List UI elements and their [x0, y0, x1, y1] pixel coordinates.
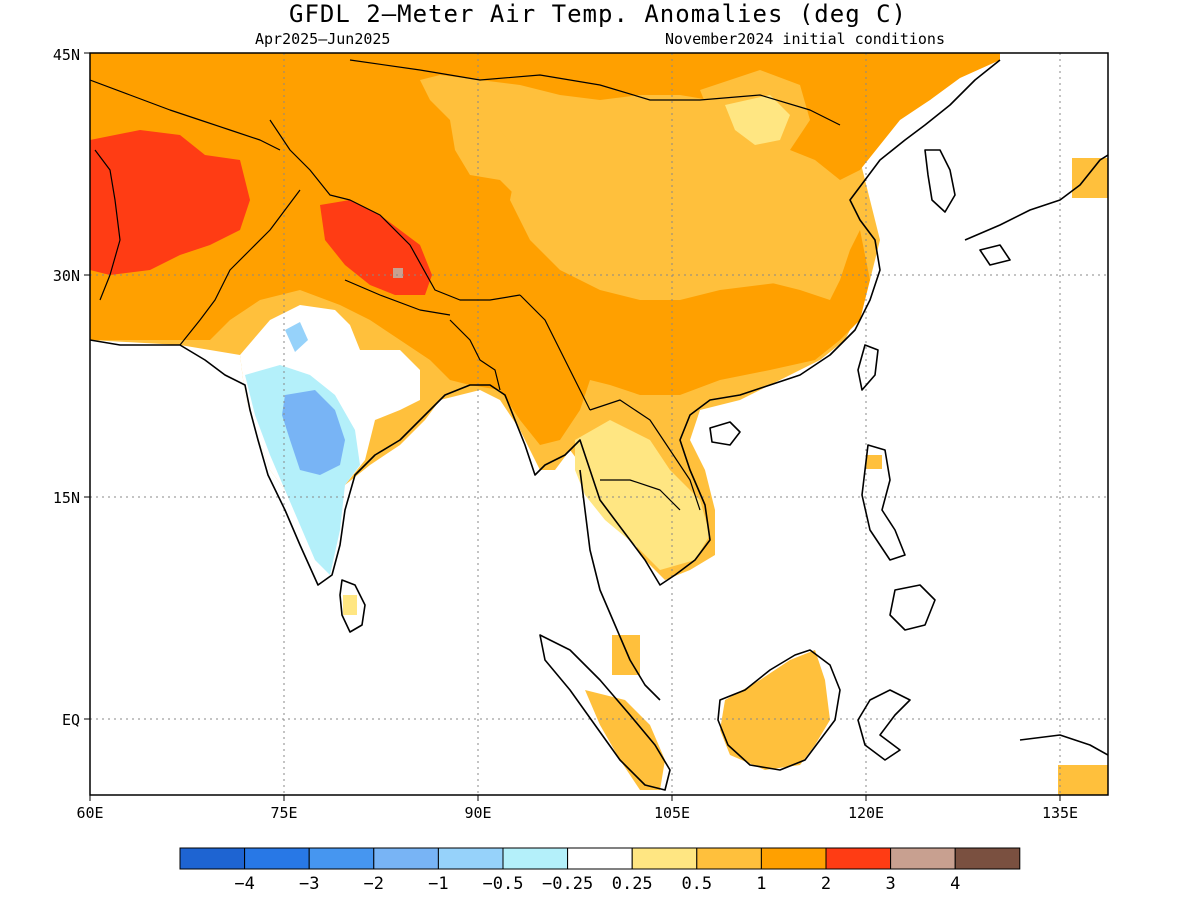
- border-iran-afghanistan: [94, 149, 121, 301]
- coastline-mindanao: [889, 584, 936, 631]
- border-china-west: [269, 119, 521, 301]
- coastline-sri-lanka: [339, 579, 366, 633]
- border-nepal: [344, 279, 451, 316]
- anomaly-patch-china-light: [510, 135, 820, 300]
- coastline-luzon: [861, 444, 906, 561]
- border-bangladesh: [449, 319, 501, 391]
- figure-subtitle-period: Apr2025—Jun2025: [255, 30, 390, 48]
- anomaly-cell-japan-warm: [1072, 158, 1108, 198]
- lon-label-90e: 90E: [464, 804, 491, 822]
- colorbar-swatch: [244, 847, 310, 870]
- map-frame: [89, 52, 1109, 796]
- border-india-pakistan: [179, 189, 301, 346]
- colorbar-swatch: [760, 847, 827, 870]
- lat-label-eq: EQ: [62, 711, 80, 729]
- colorbar-label: 3: [885, 874, 895, 894]
- colorbar-label: −0.5: [483, 874, 524, 894]
- colorbar-label: −3: [299, 874, 319, 894]
- colorbar-label: −0.25: [542, 874, 593, 894]
- coastline-korea: [924, 149, 956, 213]
- colorbar-swatch: [308, 847, 375, 870]
- colorbar-label: 0.25: [612, 874, 653, 894]
- figure-subtitle-init: November2024 initial conditions: [665, 30, 945, 48]
- anomaly-patch-india-cool-north: [285, 322, 308, 352]
- map-plot-area: [90, 53, 1108, 795]
- colorbar-label: 1: [756, 874, 766, 894]
- colorbar-swatch: [437, 847, 504, 870]
- anomaly-cell-sri-lanka: [343, 595, 357, 615]
- lon-label-105e: 105E: [654, 804, 690, 822]
- figure-title: GFDL 2—Meter Air Temp. Anomalies (deg C): [289, 0, 907, 28]
- gridlines: [90, 53, 1108, 795]
- coastline-south-asia: [90, 59, 1001, 586]
- axis-ticks: [84, 52, 1061, 801]
- colorbar-swatch: [373, 847, 439, 870]
- lon-label-120e: 120E: [848, 804, 884, 822]
- border-laos-vietnam: [589, 399, 701, 511]
- border-myanmar-china: [519, 294, 591, 411]
- colorbar-swatch: [890, 847, 956, 870]
- lon-label-75e: 75E: [270, 804, 297, 822]
- coastline-taiwan: [857, 344, 879, 391]
- border-china-mongolia: [349, 59, 841, 126]
- political-borders: [90, 59, 841, 511]
- anomaly-region-sumatra-warm: [585, 690, 665, 790]
- colorbar: −4 −3 −2 −1 −0.5 −0.25 0.25 0.5 1 2 3 4: [179, 847, 1021, 894]
- colorbar-swatch: [954, 847, 1021, 870]
- border-thailand-cambodia: [600, 479, 681, 511]
- anomaly-region-iran-very-warm: [90, 130, 250, 275]
- coastline-hainan: [709, 421, 741, 446]
- coastline-borneo: [717, 649, 841, 771]
- anomaly-cell-philippines-warm: [866, 455, 882, 469]
- anomaly-cell-himalaya-gray: [393, 268, 403, 278]
- colorbar-swatch: [567, 847, 633, 870]
- colorbar-label: −2: [364, 874, 384, 894]
- coastline-japan: [964, 154, 1108, 266]
- anomaly-cell-java-warm: [1058, 765, 1108, 795]
- lat-label-45n: 45N: [53, 46, 80, 64]
- anomaly-region-india-cool: [282, 390, 345, 475]
- colorbar-label: −4: [234, 874, 254, 894]
- coastline-new-guinea: [1019, 734, 1108, 756]
- colorbar-label: −1: [428, 874, 448, 894]
- lat-label-30n: 30N: [53, 267, 80, 285]
- colorbar-label: 0.5: [681, 874, 712, 894]
- coastline-sumatra: [539, 634, 671, 791]
- colorbar-swatch: [631, 847, 698, 870]
- anomaly-region-indochina-light: [575, 420, 710, 570]
- anomaly-patch-tibet-light: [460, 130, 520, 175]
- coastline-sulawesi: [857, 689, 911, 761]
- colorbar-swatch: [502, 847, 569, 870]
- lat-label-15n: 15N: [53, 489, 80, 507]
- border-central-asia: [90, 79, 281, 151]
- colorbar-swatch: [696, 847, 762, 870]
- coastlines: [90, 59, 1108, 791]
- anomaly-region-himalaya-very-warm: [320, 200, 432, 295]
- colorbar-label: 4: [950, 874, 960, 894]
- anomaly-patch-mongolia-lighter: [725, 95, 790, 145]
- lon-label-60e: 60E: [76, 804, 103, 822]
- colorbar-swatch: [179, 847, 246, 870]
- coastline-malay-peninsula: [579, 469, 661, 701]
- colorbar-swatch: [825, 847, 892, 870]
- anomaly-region-borneo-warm: [720, 650, 830, 770]
- lon-label-135e: 135E: [1042, 804, 1078, 822]
- colorbar-label: 2: [821, 874, 831, 894]
